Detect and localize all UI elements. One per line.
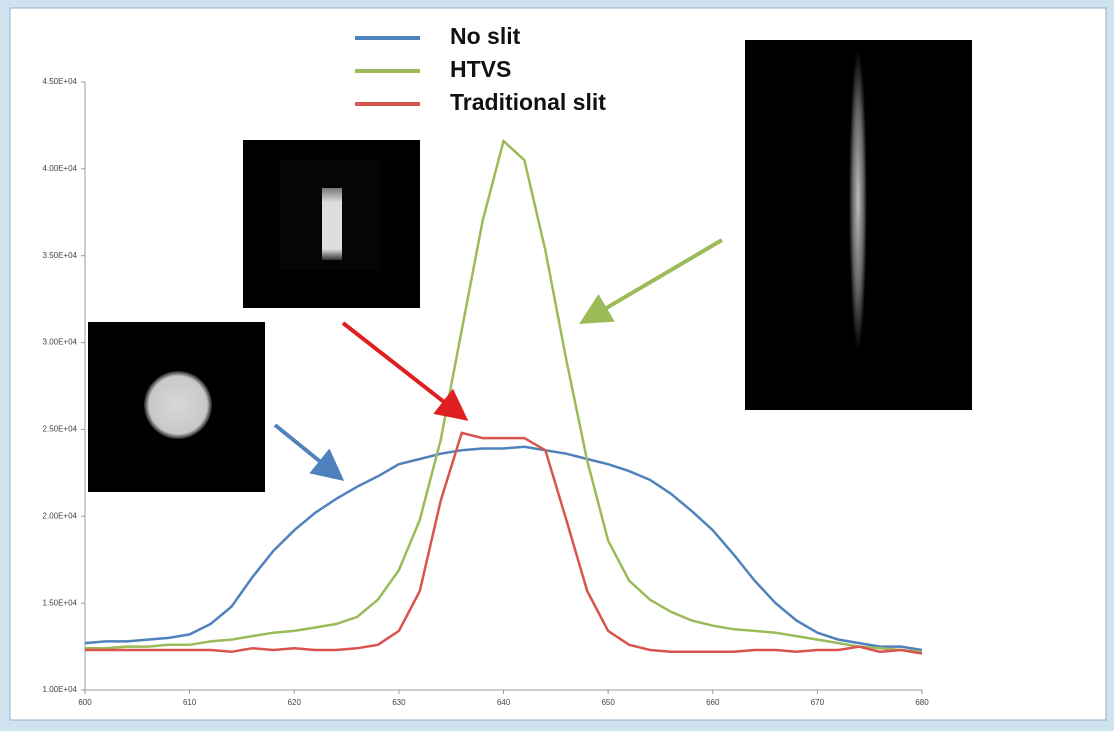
inset-htvs-image (849, 50, 867, 350)
y-tick-label: 1.00E+04 (43, 685, 78, 694)
inset-noslit-image (144, 371, 212, 439)
arrows (273, 238, 724, 482)
arrow (273, 423, 345, 482)
arrow (579, 238, 724, 325)
x-tick-label: 620 (288, 698, 302, 707)
series-line (85, 138, 923, 654)
y-tick-label: 4.00E+04 (43, 164, 78, 173)
inset-images (88, 40, 972, 492)
y-tick-label: 4.50E+04 (43, 77, 78, 86)
y-tick-label: 1.50E+04 (43, 598, 78, 607)
legend-label: HTVS (450, 56, 511, 82)
series-line (85, 431, 923, 655)
y-tick-label: 3.00E+04 (43, 338, 78, 347)
x-tick-label: 600 (78, 698, 92, 707)
x-tick-label: 650 (601, 698, 615, 707)
x-tick-label: 660 (706, 698, 720, 707)
inset-slit-image (322, 188, 342, 260)
legend-label: Traditional slit (450, 89, 606, 115)
y-tick-label: 2.00E+04 (43, 511, 78, 520)
x-tick-label: 630 (392, 698, 406, 707)
x-tick-label: 640 (497, 698, 511, 707)
arrow (341, 321, 469, 421)
x-tick-label: 680 (915, 698, 929, 707)
legend-label: No slit (450, 23, 521, 49)
x-tick-label: 610 (183, 698, 197, 707)
x-tick-label: 670 (811, 698, 825, 707)
y-tick-label: 3.50E+04 (43, 251, 78, 260)
y-tick-label: 2.50E+04 (43, 425, 78, 434)
series-line (84, 445, 923, 652)
plot-area: 1.00E+04 1.50E+04 2.00E+04 2.50E+04 3.00E+04… (43, 77, 930, 707)
legend: No slit HTVS Traditional slit (355, 23, 606, 115)
